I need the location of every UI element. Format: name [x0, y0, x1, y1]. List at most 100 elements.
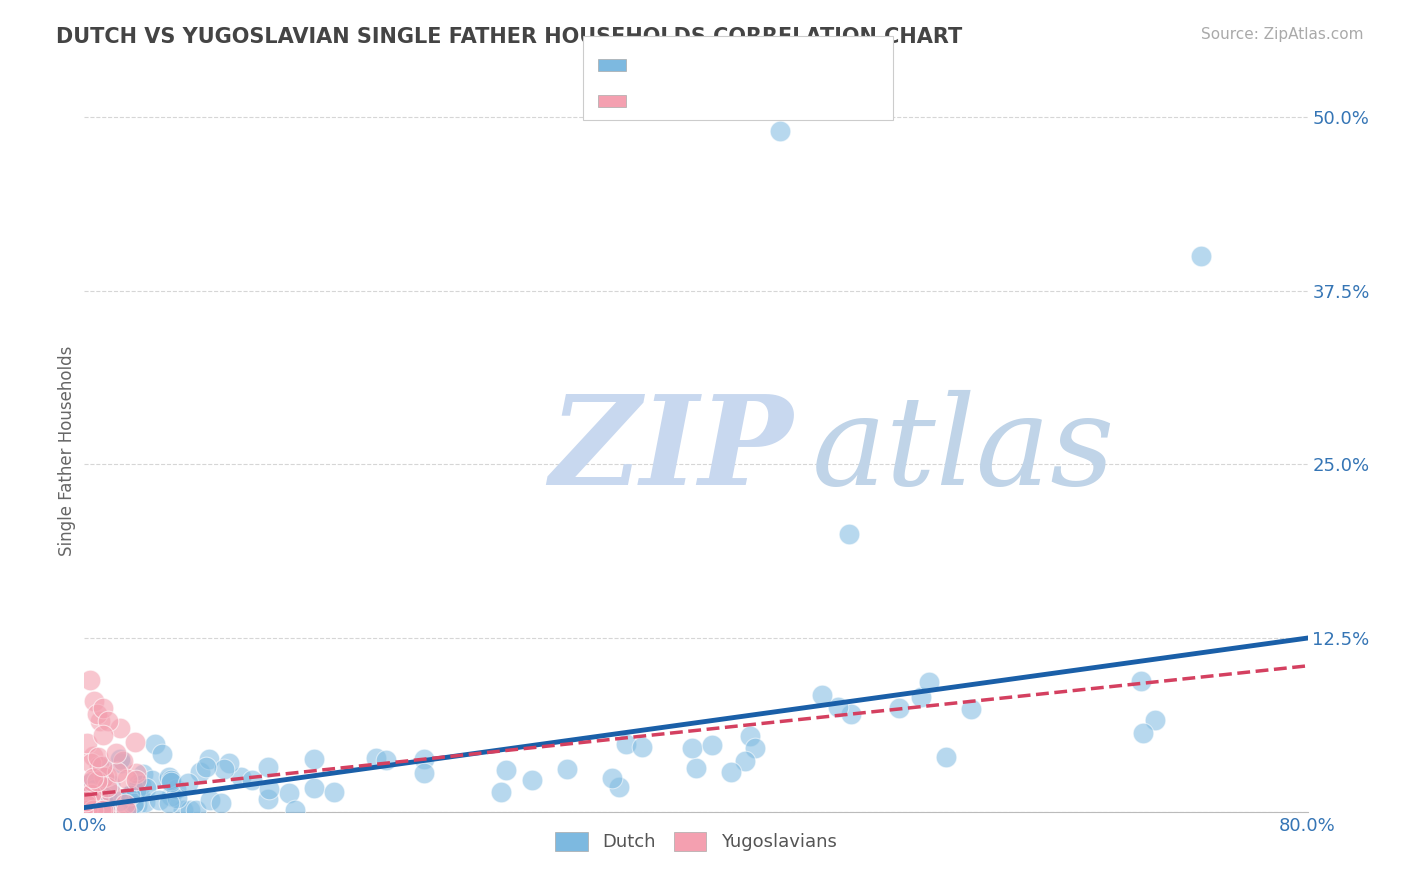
Point: [188, 764, 211, 779]
Point: [124, 735, 146, 749]
Point: [284, 803, 307, 817]
Point: [80, 756, 103, 770]
Point: [91, 803, 114, 817]
Point: [110, 756, 132, 770]
Point: [83, 693, 105, 707]
Point: [176, 775, 198, 789]
Point: [82, 749, 104, 764]
Point: [120, 789, 142, 803]
Point: [839, 706, 862, 721]
Point: [375, 753, 398, 767]
Point: [738, 729, 761, 743]
Point: [918, 675, 941, 690]
Point: [117, 790, 139, 805]
Point: [935, 750, 957, 764]
Point: [160, 775, 183, 789]
Point: [117, 772, 139, 786]
Point: [166, 790, 188, 805]
Point: [100, 786, 122, 800]
Point: [79, 783, 101, 797]
Point: [412, 752, 434, 766]
Point: [720, 764, 742, 779]
Point: [105, 746, 128, 760]
Point: [121, 798, 143, 813]
Point: [214, 762, 236, 776]
Point: [129, 778, 152, 792]
Point: [79, 803, 101, 817]
Point: [148, 793, 170, 807]
Point: [256, 792, 278, 806]
Point: [108, 794, 131, 808]
Text: Source: ZipAtlas.com: Source: ZipAtlas.com: [1201, 27, 1364, 42]
Point: [810, 688, 832, 702]
Point: [86, 773, 108, 788]
Text: R =  0.21: R = 0.21: [637, 83, 721, 101]
Point: [79, 776, 101, 790]
Point: [105, 765, 128, 780]
Point: [91, 728, 114, 742]
Point: [555, 762, 578, 776]
Point: [495, 763, 517, 777]
Text: R = 0.305: R = 0.305: [637, 42, 727, 60]
Point: [87, 758, 110, 772]
Point: [1189, 249, 1212, 263]
Point: [91, 700, 114, 714]
Point: [522, 772, 544, 787]
Point: [607, 780, 630, 795]
Point: [84, 782, 107, 797]
Point: [87, 750, 110, 764]
Point: [685, 761, 707, 775]
Point: [122, 796, 145, 810]
Point: [229, 771, 252, 785]
Point: [1144, 713, 1167, 727]
Point: [112, 754, 135, 768]
Point: [89, 714, 111, 729]
Point: [91, 758, 114, 772]
Point: [96, 780, 118, 794]
Point: [198, 752, 221, 766]
Point: [118, 789, 141, 803]
Point: [304, 780, 326, 795]
Point: [302, 752, 325, 766]
Point: [96, 769, 118, 783]
Text: N = 43: N = 43: [756, 83, 820, 101]
Point: [77, 803, 100, 817]
Point: [75, 792, 97, 806]
Point: [98, 777, 121, 791]
Point: [172, 803, 194, 817]
Point: [681, 741, 703, 756]
Point: [412, 765, 434, 780]
Point: [143, 737, 166, 751]
Point: [75, 794, 97, 808]
Point: [195, 759, 218, 773]
Point: [93, 796, 115, 810]
Point: [125, 765, 148, 780]
Point: [165, 782, 187, 797]
Point: [240, 772, 263, 787]
Point: [114, 803, 136, 817]
Point: [90, 803, 112, 817]
Point: [631, 739, 654, 754]
Point: [910, 690, 932, 704]
Point: [114, 797, 136, 812]
Text: DUTCH VS YUGOSLAVIAN SINGLE FATHER HOUSEHOLDS CORRELATION CHART: DUTCH VS YUGOSLAVIAN SINGLE FATHER HOUSE…: [56, 27, 963, 46]
Point: [257, 760, 280, 774]
Point: [132, 767, 155, 781]
Text: N = 91: N = 91: [756, 42, 820, 60]
Point: [94, 803, 117, 817]
Point: [150, 747, 173, 762]
Point: [366, 750, 388, 764]
Point: [97, 793, 120, 807]
Point: [135, 781, 157, 796]
Point: [614, 737, 637, 751]
Point: [97, 714, 120, 729]
Point: [141, 772, 163, 787]
Point: [77, 787, 100, 801]
Point: [827, 699, 849, 714]
Point: [108, 752, 131, 766]
Point: [75, 797, 97, 811]
Point: [159, 772, 181, 787]
Point: [160, 789, 183, 804]
Point: [157, 772, 180, 787]
Point: [200, 793, 222, 807]
